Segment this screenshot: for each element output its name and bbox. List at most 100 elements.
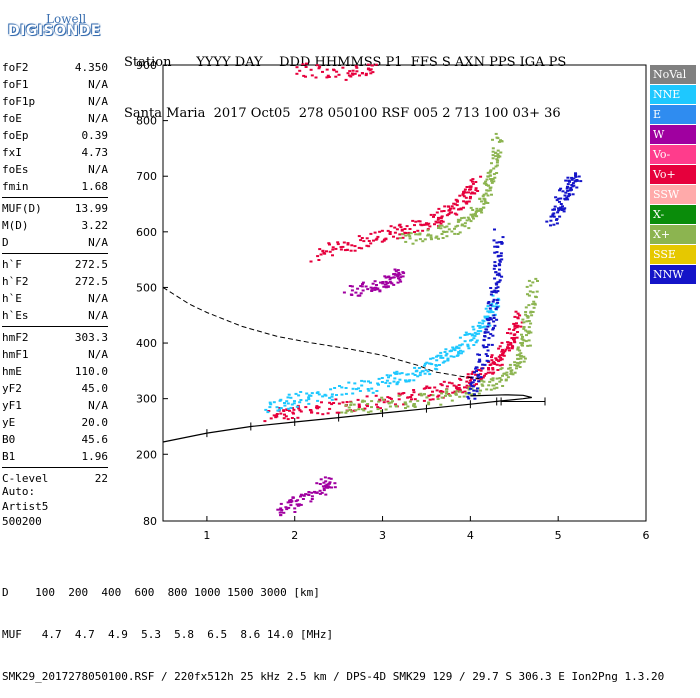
echo-point (396, 273, 400, 276)
param-row: yE 20.0 (2, 414, 108, 431)
echo-point (488, 174, 492, 177)
echo-point (404, 379, 407, 382)
echo-point (279, 412, 283, 415)
echo-point (383, 275, 387, 278)
echo-point (438, 364, 441, 366)
echo-point (557, 209, 561, 212)
echo-point (494, 271, 498, 274)
echo-point (411, 372, 415, 375)
echo-point (275, 414, 278, 417)
echo-point (458, 336, 462, 339)
echo-point (494, 357, 498, 360)
echo-point (275, 406, 279, 409)
echo-point (328, 401, 332, 404)
echo-point (353, 245, 357, 248)
echo-point (473, 397, 477, 400)
echo-point (361, 281, 365, 284)
echo-point (529, 310, 533, 313)
echo-point (431, 390, 434, 393)
echo-point (491, 328, 495, 331)
echo-point (463, 225, 467, 228)
echo-point (480, 377, 483, 380)
param-value: 3.22 (81, 219, 109, 232)
echo-point (453, 203, 457, 206)
echo-point (279, 514, 283, 517)
param-row: hmF2 303.3 (2, 329, 108, 346)
echo-point (495, 358, 499, 361)
echo-point (350, 72, 354, 75)
echo-point (468, 332, 472, 335)
echo-point (401, 271, 405, 274)
echo-point (327, 242, 331, 245)
echo-point (434, 364, 438, 366)
legend-item-nne: NNE (650, 85, 696, 104)
echo-point (296, 416, 300, 419)
echo-point (321, 395, 325, 398)
echo-point (384, 408, 388, 411)
echo-point (490, 162, 493, 165)
echo-point (266, 411, 270, 414)
echo-point (413, 224, 416, 227)
echo-point (489, 287, 493, 289)
echo-point (472, 217, 475, 220)
echo-point (466, 343, 470, 346)
echo-point (309, 394, 313, 397)
echo-point (440, 219, 444, 222)
echo-point (471, 178, 475, 181)
echo-point (425, 385, 429, 388)
echo-point (370, 400, 374, 403)
echo-point (384, 237, 388, 240)
echo-point (533, 302, 537, 305)
echo-point (450, 399, 454, 402)
axis-ticks: 1 2 3 4 5 6 80 200 300 400 500 600 700 800 900 (136, 59, 650, 542)
echo-point (453, 232, 457, 235)
echo-point (524, 311, 528, 313)
legend-item-w: W (650, 125, 696, 144)
echo-point (532, 300, 536, 303)
upper-profile-dashed (162, 286, 480, 380)
auto-line1: Auto: (2, 485, 36, 498)
echo-point (494, 287, 498, 290)
echo-point (520, 333, 523, 336)
echo-point (292, 412, 295, 415)
echo-point (462, 206, 465, 209)
echo-point (363, 380, 367, 383)
echo-point (429, 236, 433, 239)
echo-point (496, 369, 500, 371)
echo-point (413, 374, 417, 376)
echo-point (491, 367, 495, 369)
echo-point (513, 341, 517, 344)
echo-point (398, 378, 402, 381)
echo-point (376, 406, 380, 409)
echo-point (466, 345, 470, 348)
echo-point (373, 231, 377, 234)
param-value: 0.39 (81, 129, 109, 142)
echo-point (445, 388, 448, 391)
echo-point (438, 224, 442, 227)
echo-point (290, 403, 294, 406)
echo-point (367, 240, 371, 242)
echo-point (413, 366, 417, 369)
echo-point (374, 394, 378, 397)
echo-point (494, 165, 498, 168)
echo-point (298, 409, 302, 412)
echo-point (494, 132, 498, 135)
echo-point (559, 187, 563, 190)
echo-point (552, 212, 556, 215)
echo-point (404, 407, 407, 409)
echo-point (473, 379, 476, 382)
echo-point (527, 294, 531, 297)
echo-point (427, 233, 430, 236)
echo-point (409, 396, 413, 398)
echo-point (461, 350, 465, 353)
echo-point (488, 371, 492, 374)
echo-point (413, 398, 417, 401)
echo-point (507, 367, 511, 370)
echo-point (475, 339, 479, 342)
echo-point (459, 344, 463, 347)
echo-point (448, 208, 452, 211)
echo-point (263, 420, 267, 423)
echo-point (310, 411, 313, 414)
echo-point (425, 396, 429, 399)
echo-point (453, 212, 457, 215)
